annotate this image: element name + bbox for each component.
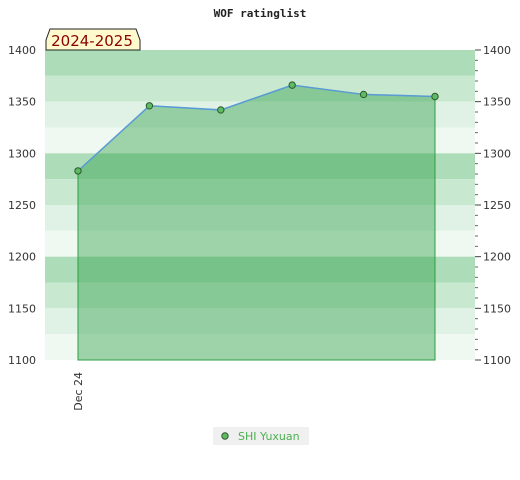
season-label-text: 2024-2025 [51,32,133,50]
y-tick-label-right: 1250 [483,199,511,212]
x-tick-label: Dec 24 [72,372,85,411]
background-band [45,334,475,360]
background-band [45,205,475,231]
background-band [45,282,475,309]
background-band [45,230,475,257]
y-tick-label-left: 1400 [8,44,36,57]
legend-box [213,427,309,445]
background-bands [45,50,475,360]
chart-title: WOF ratinglist [214,7,307,20]
y-axis-left: 1100 1150 1200 1250 1300 1350 1400 [8,44,36,367]
y-axis-right: 1100 1150 1200 1250 1300 1350 1400 [475,44,511,367]
x-axis: Dec 24 [72,372,85,411]
y-tick-label-left: 1350 [8,96,36,109]
legend-marker [221,432,229,440]
legend: SHI Yuxuan [213,427,309,445]
data-point [359,90,368,99]
background-band [45,101,475,128]
y-tick-label-left: 1150 [8,302,36,315]
y-tick-label-left: 1100 [8,354,36,367]
data-point [145,102,154,110]
y-tick-label-right: 1350 [483,96,511,109]
series-line [77,84,436,172]
y-tick-label-left: 1250 [8,199,36,212]
area-fill [77,84,436,361]
y-tick-label-right: 1400 [483,44,511,57]
y-tick-label-right: 1300 [483,147,511,160]
y-tick-label-right: 1100 [483,354,511,367]
background-band [45,153,475,180]
background-band [45,308,475,335]
background-band [45,50,475,76]
background-band [45,179,475,205]
rating-area [74,81,439,361]
y-tick-label-right: 1150 [483,302,511,315]
season-label: 2024-2025 [45,28,141,51]
data-point [288,81,296,89]
data-point [74,167,82,175]
y-tick-label-left: 1300 [8,147,36,160]
data-point [217,106,225,114]
season-label-box [45,28,141,51]
y-tick-label-left: 1200 [8,251,36,264]
background-band [45,127,475,154]
data-point [431,92,439,101]
y-tick-label-right: 1200 [483,251,511,264]
background-band [45,256,475,283]
background-band [45,75,475,102]
legend-label: SHI Yuxuan [238,430,300,443]
